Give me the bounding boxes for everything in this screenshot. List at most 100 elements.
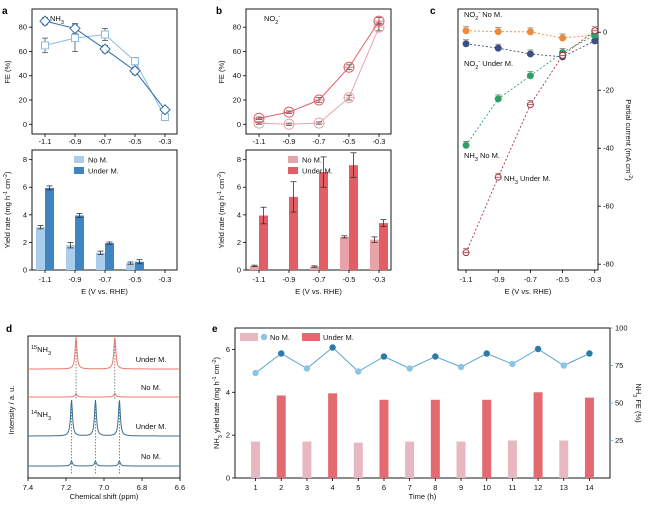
panel-e-ylabel: NH3 yield rate (mg h-1 cm-2): [212, 356, 224, 449]
panel-e-fe-marker: [534, 345, 542, 353]
panel-a-yield-xtick-label: -0.7: [99, 275, 112, 284]
panel-b-yield-ytick-label: 0: [237, 266, 241, 275]
panel-a-legend-text: Under M.: [88, 167, 119, 176]
panel-b-fe-ytick-label: 80: [233, 23, 241, 32]
panel-c-marker: [462, 40, 470, 48]
panel-d-xtick-label: 7.4: [23, 483, 33, 492]
panel-a-yield-xtick-label: -0.5: [129, 275, 142, 284]
panel-e-fe-marker: [303, 365, 311, 372]
panel-b-fe-ylabel: FE (%): [217, 60, 226, 84]
panel-d-xlabel: Chemical shift (ppm): [70, 492, 139, 501]
panel-e-fe-marker: [432, 353, 439, 360]
panel-c-ytick-label: -80: [603, 260, 614, 269]
panel-e-fe-marker: [586, 350, 593, 357]
panel-a-legend-text: No M.: [88, 156, 108, 165]
panel-b-fe-xtick-label: -0.7: [313, 137, 326, 146]
panel-b-label: b: [216, 6, 222, 17]
panel-c-marker: [526, 72, 534, 80]
panel-a-fe-xtick-label: -0.3: [159, 137, 172, 146]
panel-b-species-label: NO2-: [264, 14, 280, 26]
panel-b-fe-frame: [245, 8, 392, 135]
panel-b-fe-ytick-label: 40: [233, 71, 241, 80]
panel-d-trace-label: No M.: [141, 383, 161, 392]
panel-e-fe-marker: [355, 368, 362, 375]
panel-e-xtick-label: 3: [305, 483, 309, 492]
panel-a-fe-marker-diamond: [99, 43, 111, 55]
panel-e-xlabel: Time (h): [409, 492, 437, 501]
panel-a-fe-ylabel: FE (%): [3, 60, 12, 84]
panel-c-xtick-label: -0.5: [556, 275, 569, 284]
panel-c-marker: [591, 37, 599, 45]
panel-b-legend-swatch: [288, 167, 298, 174]
panel-c-marker: [526, 28, 534, 36]
panel-e-fe-marker: [406, 365, 413, 372]
panel-b-fe-ytick-label: 0: [237, 120, 241, 129]
panel-e-bar: [456, 441, 466, 478]
panel-e-xtick-label: 4: [331, 483, 335, 492]
panel-e-fe-marker: [560, 362, 567, 369]
panel-e-xtick-label: 10: [483, 483, 491, 492]
panel-e-legend-text: No M.: [270, 333, 290, 342]
panel-a-fe-xtick-label: -0.5: [129, 137, 142, 146]
panel-c-marker: [494, 28, 502, 36]
panel-a-fe-xtick-label: -1.1: [39, 137, 52, 146]
panel-b-yield-ytick-label: 2: [237, 238, 241, 247]
panel-e-bar: [328, 393, 338, 478]
panel-e-bar: [302, 441, 312, 478]
panel-a-fe-marker-diamond: [69, 22, 81, 35]
panel-a-fe-marker-diamond: [39, 15, 51, 27]
panel-e-bar: [276, 395, 286, 478]
panel-c-marker: [559, 34, 567, 42]
panel-d-trace-label: No M.: [141, 452, 161, 461]
panel-a-fe-marker-diamond: [159, 104, 171, 116]
panel-a-fe-ytick-label: 80: [19, 23, 27, 32]
panel-d-spectrum-15NH3-under-m: [28, 337, 180, 370]
panel-a-fe-frame: [31, 8, 178, 135]
panel-e-ytick-label: 0: [226, 474, 230, 483]
panel-a-yield-xtick-label: -0.3: [159, 275, 172, 284]
panel-e-xtick-label: 13: [560, 483, 568, 492]
panel-e-frame: [234, 327, 611, 479]
panel-c-xtick-label: -0.7: [524, 275, 537, 284]
panel-a-bar-no-m: [66, 245, 75, 270]
panel-b-fe-line-no-m: [258, 27, 380, 125]
panel-e-y2tick-label: 100: [615, 324, 628, 333]
panel-a-xlabel: E (V vs. RHE): [81, 287, 128, 296]
panel-e-xtick-label: 8: [433, 483, 437, 492]
panel-e-ytick-label: 6: [226, 345, 230, 354]
panel-a-bar-under-m: [45, 187, 54, 270]
panel-b-bar-no-m: [370, 239, 379, 270]
panel-b-legend-text: Under M.: [302, 167, 333, 176]
panel-e-ytick-label: 2: [226, 431, 230, 440]
panel-a-fe-xtick-label: -0.7: [99, 137, 112, 146]
panel-c-marker: [462, 141, 470, 149]
panel-d-xtick-label: 6.6: [175, 483, 185, 492]
panel-e-xtick-label: 7: [408, 483, 412, 492]
panel-b-yield-ytick-label: 6: [237, 183, 241, 192]
panel-d-xtick-label: 6.8: [137, 483, 147, 492]
panel-b-yield-xtick-label: -0.5: [343, 275, 356, 284]
panel-c-marker: [494, 95, 502, 103]
panel-b-bar-under-m: [319, 172, 328, 270]
panel-e-ytick-label: 4: [226, 388, 230, 397]
panel-e-xtick-label: 11: [508, 483, 516, 492]
panel-b-bar-no-m: [250, 265, 259, 270]
panel-d-spectrum-14NH3-under-m: [28, 399, 180, 437]
panel-e-xtick-label: 6: [382, 483, 386, 492]
panel-e-xtick-label: 14: [585, 483, 593, 492]
panel-d-trace-label: Under M.: [136, 422, 167, 431]
panel-e-label: e: [212, 324, 218, 335]
panel-a-fe-ytick-label: 20: [19, 96, 27, 105]
panel-d-spectrum-15NH3-no-m: [28, 392, 180, 398]
panel-c-ytick-label: -60: [603, 202, 614, 211]
panel-a-fe-ytick-label: 60: [19, 47, 27, 56]
panel-c-marker: [526, 50, 534, 58]
panel-a-yield-xtick-label: -0.9: [69, 275, 82, 284]
panel-b-yield-ylabel: Yield rate (mg h-1 cm-2): [217, 171, 226, 249]
panel-d-label: d: [6, 324, 12, 335]
panel-c-marker: [462, 27, 470, 35]
panel-a-yield-ytick-label: 8: [23, 155, 27, 164]
panel-e-fe-marker: [329, 344, 336, 351]
panel-c-series-label: NH3 No M.: [464, 151, 500, 163]
